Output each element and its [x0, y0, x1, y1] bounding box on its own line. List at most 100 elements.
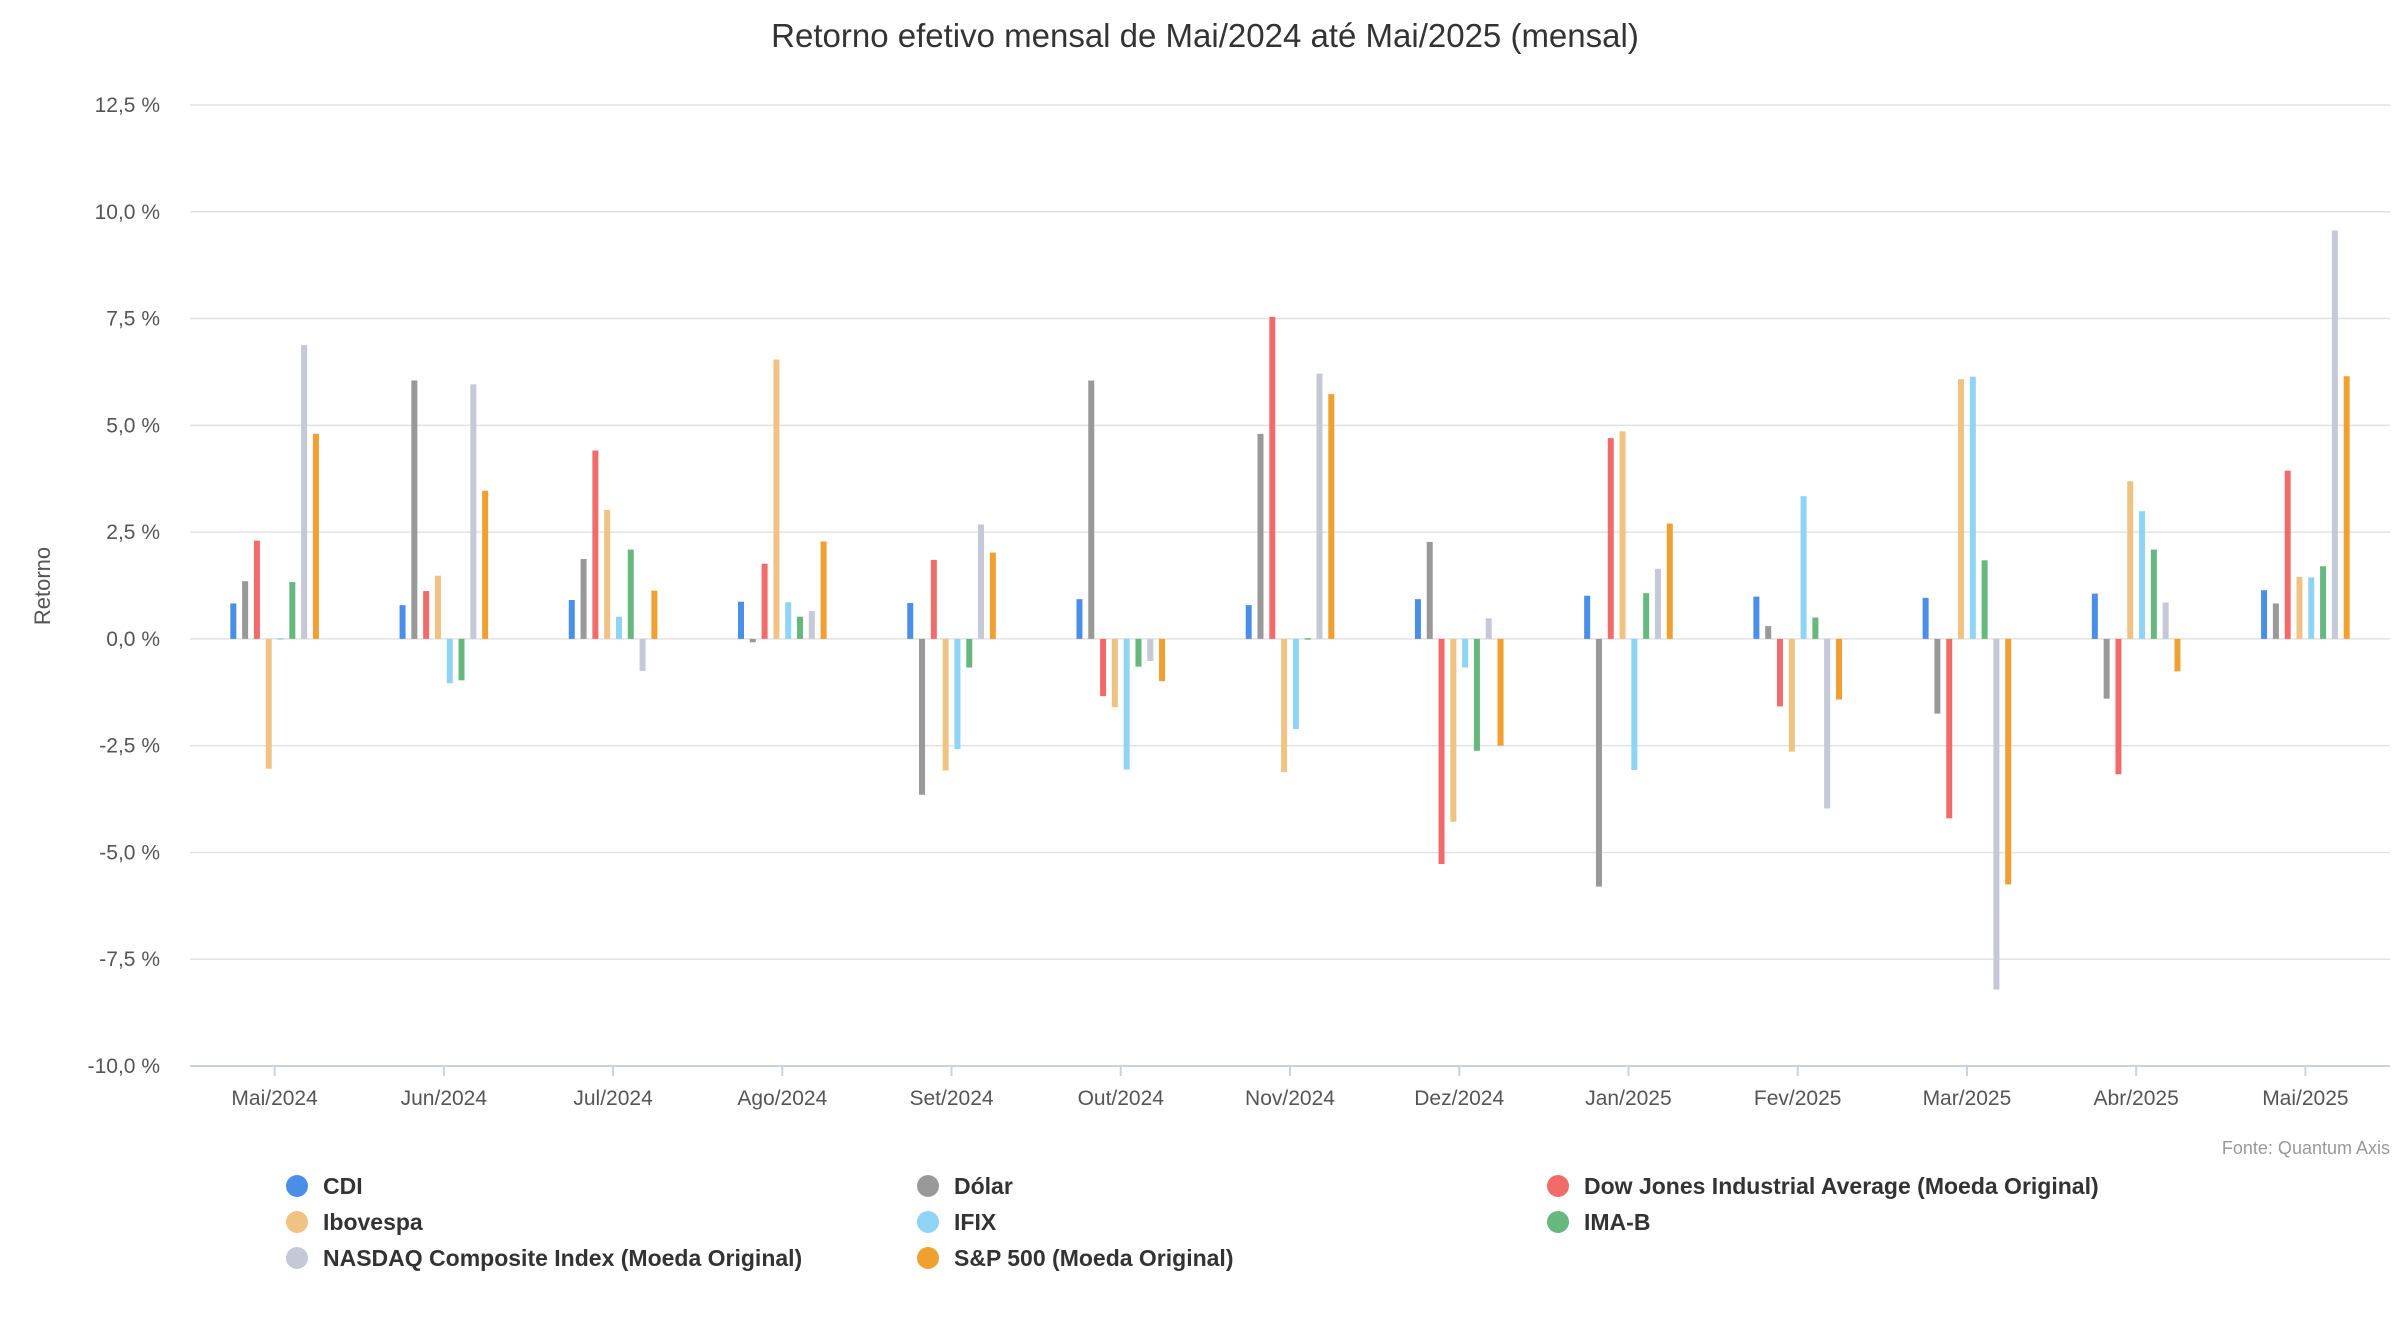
bar[interactable] [1595, 638, 1602, 887]
bar[interactable] [966, 638, 973, 668]
bar[interactable] [1100, 638, 1107, 697]
bar[interactable] [639, 638, 646, 671]
legend-item[interactable]: IFIX [917, 1209, 997, 1235]
bar[interactable] [1473, 638, 1480, 751]
bar[interactable] [2091, 593, 2098, 639]
legend-item[interactable]: Dólar [917, 1173, 1013, 1199]
bar[interactable] [470, 384, 477, 639]
bar[interactable] [761, 563, 768, 639]
bar[interactable] [1788, 638, 1795, 752]
bar[interactable] [458, 638, 465, 681]
legend-item[interactable]: S&P 500 (Moeda Original) [917, 1245, 1233, 1271]
bar[interactable] [1450, 638, 1457, 822]
bar[interactable] [1934, 638, 1941, 714]
bar[interactable] [738, 601, 745, 639]
bar[interactable] [1438, 638, 1445, 864]
bar[interactable] [1414, 599, 1421, 639]
bar[interactable] [1619, 431, 1626, 639]
bar[interactable] [1946, 638, 1953, 819]
bar[interactable] [1269, 316, 1276, 639]
bar[interactable] [1643, 593, 1650, 639]
bar[interactable] [2174, 638, 2181, 672]
bar[interactable] [1245, 605, 1252, 639]
bar[interactable] [919, 638, 926, 795]
bar[interactable] [1824, 638, 1831, 809]
legend-item[interactable]: CDI [286, 1173, 363, 1199]
bar[interactable] [1426, 541, 1433, 639]
bar[interactable] [978, 524, 985, 639]
bar[interactable] [1993, 638, 2000, 990]
bar[interactable] [954, 638, 961, 750]
bar[interactable] [1135, 638, 1142, 667]
legend-item[interactable]: NASDAQ Composite Index (Moeda Original) [286, 1245, 802, 1271]
bar[interactable] [399, 605, 406, 639]
bar[interactable] [434, 575, 441, 639]
bar[interactable] [1958, 379, 1965, 639]
bar[interactable] [1969, 376, 1976, 639]
bar[interactable] [1631, 638, 1638, 771]
bar[interactable] [1316, 373, 1323, 639]
bar[interactable] [411, 380, 418, 639]
bar[interactable] [2343, 376, 2350, 639]
bar[interactable] [2150, 549, 2157, 639]
bar[interactable] [2320, 566, 2327, 639]
bar[interactable] [1088, 380, 1095, 639]
bar[interactable] [1584, 595, 1591, 639]
bar[interactable] [301, 345, 308, 639]
bar[interactable] [1765, 626, 1772, 639]
bar[interactable] [2115, 638, 2122, 775]
bar[interactable] [930, 559, 937, 639]
bar[interactable] [2284, 470, 2291, 639]
bar[interactable] [2272, 603, 2279, 639]
bar[interactable] [942, 638, 949, 771]
bar[interactable] [312, 433, 319, 639]
bar[interactable] [1800, 496, 1807, 639]
bar[interactable] [568, 600, 575, 639]
bar[interactable] [446, 638, 453, 684]
bar[interactable] [277, 638, 284, 640]
bar[interactable] [1981, 560, 1988, 639]
bar[interactable] [482, 490, 489, 639]
bar[interactable] [2331, 230, 2338, 639]
bar[interactable] [1123, 638, 1130, 770]
bar[interactable] [797, 616, 804, 639]
bar[interactable] [907, 603, 914, 639]
bar[interactable] [2261, 590, 2268, 639]
bar[interactable] [2005, 638, 2012, 885]
bar[interactable] [627, 549, 634, 639]
bar[interactable] [1328, 394, 1335, 639]
bar[interactable] [1292, 638, 1299, 730]
bar[interactable] [1497, 638, 1504, 746]
bar[interactable] [1462, 638, 1469, 668]
bar[interactable] [1666, 523, 1673, 639]
bar[interactable] [604, 509, 611, 639]
bar[interactable] [820, 541, 827, 639]
bar[interactable] [1607, 438, 1614, 639]
bar[interactable] [2162, 602, 2169, 639]
bar[interactable] [580, 559, 587, 639]
legend-item[interactable]: Dow Jones Industrial Average (Moeda Orig… [1547, 1173, 2099, 1199]
bar[interactable] [615, 616, 622, 639]
bar[interactable] [253, 540, 260, 639]
bar[interactable] [2127, 481, 2134, 639]
bar[interactable] [808, 611, 815, 639]
bar[interactable] [2139, 511, 2146, 639]
bar[interactable] [1111, 638, 1118, 708]
bar[interactable] [1485, 618, 1492, 639]
bar[interactable] [1076, 599, 1083, 639]
bar[interactable] [242, 581, 249, 639]
bar[interactable] [651, 590, 658, 639]
bar[interactable] [1159, 638, 1166, 682]
bar[interactable] [1304, 638, 1311, 640]
bar[interactable] [1257, 433, 1264, 639]
bar[interactable] [2308, 577, 2315, 639]
bar[interactable] [749, 638, 756, 643]
bar[interactable] [1281, 638, 1288, 773]
bar[interactable] [1812, 617, 1819, 639]
bar[interactable] [1776, 638, 1783, 707]
bar[interactable] [1835, 638, 1842, 700]
bar[interactable] [230, 603, 237, 639]
bar[interactable] [1654, 568, 1661, 639]
bar[interactable] [1147, 638, 1154, 662]
bar[interactable] [2103, 638, 2110, 699]
